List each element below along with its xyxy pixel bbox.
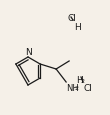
Text: 2: 2: [81, 78, 84, 83]
Text: Cl: Cl: [68, 14, 77, 23]
Text: N: N: [25, 48, 31, 56]
Text: 2: 2: [75, 85, 79, 90]
Text: H: H: [76, 75, 83, 84]
Text: H: H: [74, 23, 81, 32]
Text: Cl: Cl: [84, 83, 93, 92]
Text: NH: NH: [66, 83, 79, 92]
